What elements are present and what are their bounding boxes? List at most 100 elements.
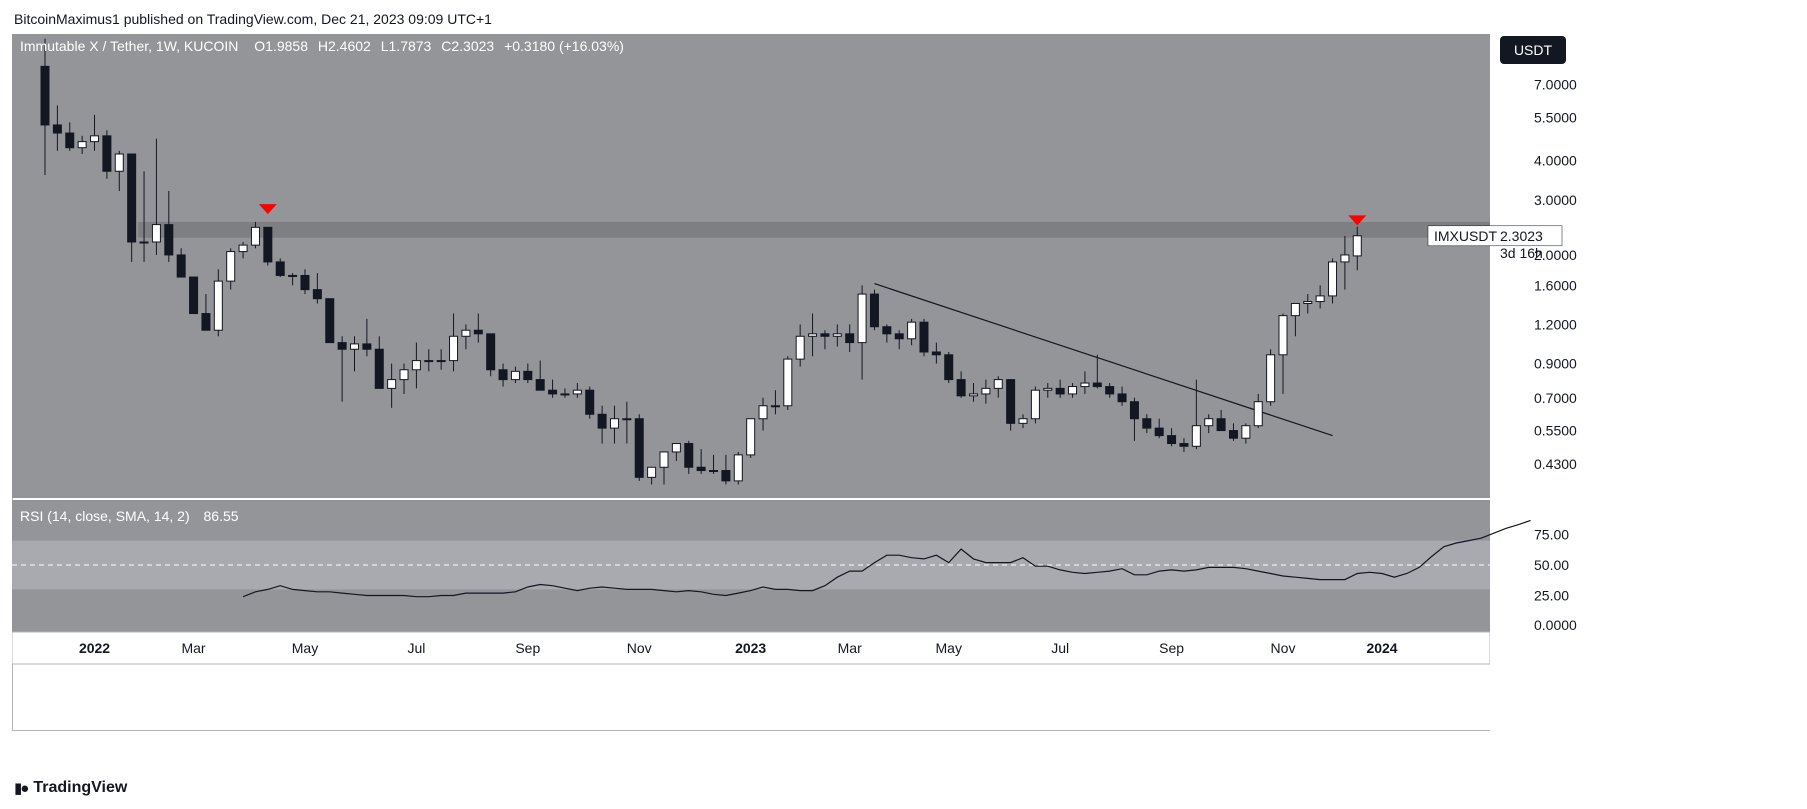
rsi-line	[242, 519, 1531, 598]
publisher-line: BitcoinMaximus1 published on TradingView…	[14, 11, 492, 27]
candle-body	[263, 226, 273, 263]
candle-body	[1253, 401, 1263, 427]
candle-body	[114, 153, 124, 172]
candle-body	[176, 254, 186, 278]
candle-body	[486, 333, 496, 371]
candle-body	[585, 389, 595, 415]
candle-body	[795, 335, 805, 360]
price-tick-label: 7.0000	[1534, 77, 1577, 93]
currency-button-label[interactable]: USDT	[1514, 42, 1553, 58]
time-tick-label: 2024	[1366, 640, 1397, 656]
rsi-tick-label: 75.00	[1534, 527, 1569, 543]
candle-body	[213, 280, 223, 331]
candle-body	[1043, 387, 1053, 391]
price-ticks-group: 7.0000 5.5000 4.0000 3.0000 2.0000 1.6000 1.20…	[1534, 77, 1577, 473]
candle-body	[510, 370, 520, 381]
candle-body	[399, 369, 409, 381]
resistance-zone	[138, 221, 1490, 238]
symbol-name: Immutable X / Tether, 1W, KUCOIN	[20, 38, 238, 54]
time-tick-label: May	[936, 640, 962, 656]
candle-body	[535, 379, 545, 391]
candle-body	[869, 293, 879, 328]
high-value: 2.4602	[328, 38, 371, 54]
candle-body	[684, 443, 694, 468]
candle-body	[411, 360, 421, 371]
time-tick-label: Nov	[627, 640, 652, 656]
candle-body	[436, 360, 446, 363]
low-value: 1.7873	[389, 38, 432, 54]
red-marker-icon	[1348, 215, 1367, 226]
candle-body	[1117, 393, 1127, 403]
candle-body	[300, 274, 310, 291]
red-marker-icon	[258, 204, 277, 215]
time-tick-label: Nov	[1271, 640, 1296, 656]
candle-body	[288, 274, 298, 277]
time-tick-label: May	[292, 640, 318, 656]
symbol-legend[interactable]: Immutable X / Tether, 1W, KUCOIN O1.9858…	[20, 38, 624, 54]
close-value: 2.3023	[451, 38, 494, 54]
candle-body	[1179, 443, 1189, 447]
candle-body	[387, 379, 397, 389]
chart-svg[interactable]: 7.0000 5.5000 4.0000 3.0000 2.0000 1.6000 1.20…	[12, 34, 1793, 731]
rsi-tick-label: 25.00	[1534, 588, 1569, 604]
close-label: C	[441, 38, 451, 54]
price-tick-label: 0.4300	[1534, 456, 1577, 472]
tradingview-mark-icon: ▮●	[14, 780, 29, 797]
red-markers-group	[258, 204, 1367, 226]
candle-body	[944, 354, 954, 381]
candle-body	[758, 405, 768, 420]
time-tick-label: 2022	[79, 640, 110, 656]
candle-body	[721, 470, 731, 482]
candle-body	[250, 226, 260, 246]
candle-body	[1006, 379, 1016, 424]
candle-body	[820, 333, 830, 337]
candle-body	[1315, 295, 1325, 303]
candle-body	[1080, 382, 1090, 388]
last-price-symbol: IMXUSDT	[1434, 228, 1497, 244]
price-tick-label: 5.5000	[1534, 109, 1577, 125]
time-tick-label: Sep	[1159, 640, 1184, 656]
candle-body	[1167, 435, 1177, 445]
candle-body	[832, 333, 842, 337]
candle-body	[1092, 382, 1102, 388]
rsi-tick-label: 50.00	[1534, 557, 1569, 573]
time-tick-label: Sep	[515, 640, 540, 656]
candle-body	[473, 329, 483, 335]
candle-body	[325, 298, 335, 344]
candle-body	[238, 244, 248, 253]
price-axis[interactable]	[1490, 34, 1793, 731]
candle-body	[894, 333, 904, 340]
candle-body	[1018, 418, 1028, 424]
candle-body	[783, 358, 793, 407]
price-tick-label: 3.0000	[1534, 192, 1577, 208]
open-value: 1.9858	[265, 38, 308, 54]
candle-body	[597, 413, 607, 429]
candle-body	[523, 370, 533, 381]
candle-body	[1216, 418, 1226, 432]
candle-body	[956, 379, 966, 397]
candle-body	[1142, 418, 1152, 429]
last-price-bg	[1427, 225, 1563, 247]
candle-body	[449, 335, 459, 362]
candle-body	[609, 418, 619, 429]
rsi-tick-label: 0.0000	[1534, 617, 1577, 633]
rsi-legend[interactable]: RSI (14, close, SMA, 14, 2) 86.55	[20, 508, 239, 524]
high-label: H	[318, 38, 328, 54]
tradingview-brand-label: TradingView	[33, 779, 128, 796]
currency-button[interactable]: USDT	[1500, 36, 1566, 64]
last-price-value: 2.3023	[1500, 228, 1543, 244]
candle-body	[1129, 401, 1139, 420]
candle-body	[709, 470, 719, 473]
price-tick-label: 0.7000	[1534, 390, 1577, 406]
tradingview-logo[interactable]: ▮● TradingView	[14, 779, 127, 797]
candle-body	[560, 393, 570, 396]
candle-body	[1352, 235, 1362, 257]
candle-body	[622, 418, 632, 421]
candle-body	[671, 443, 681, 453]
candle-body	[1241, 425, 1251, 439]
candle-body	[907, 321, 917, 340]
candle-body	[1228, 430, 1238, 439]
currency-button-bg[interactable]	[1500, 36, 1566, 64]
candle-body	[1266, 354, 1276, 403]
candle-body	[845, 333, 855, 344]
